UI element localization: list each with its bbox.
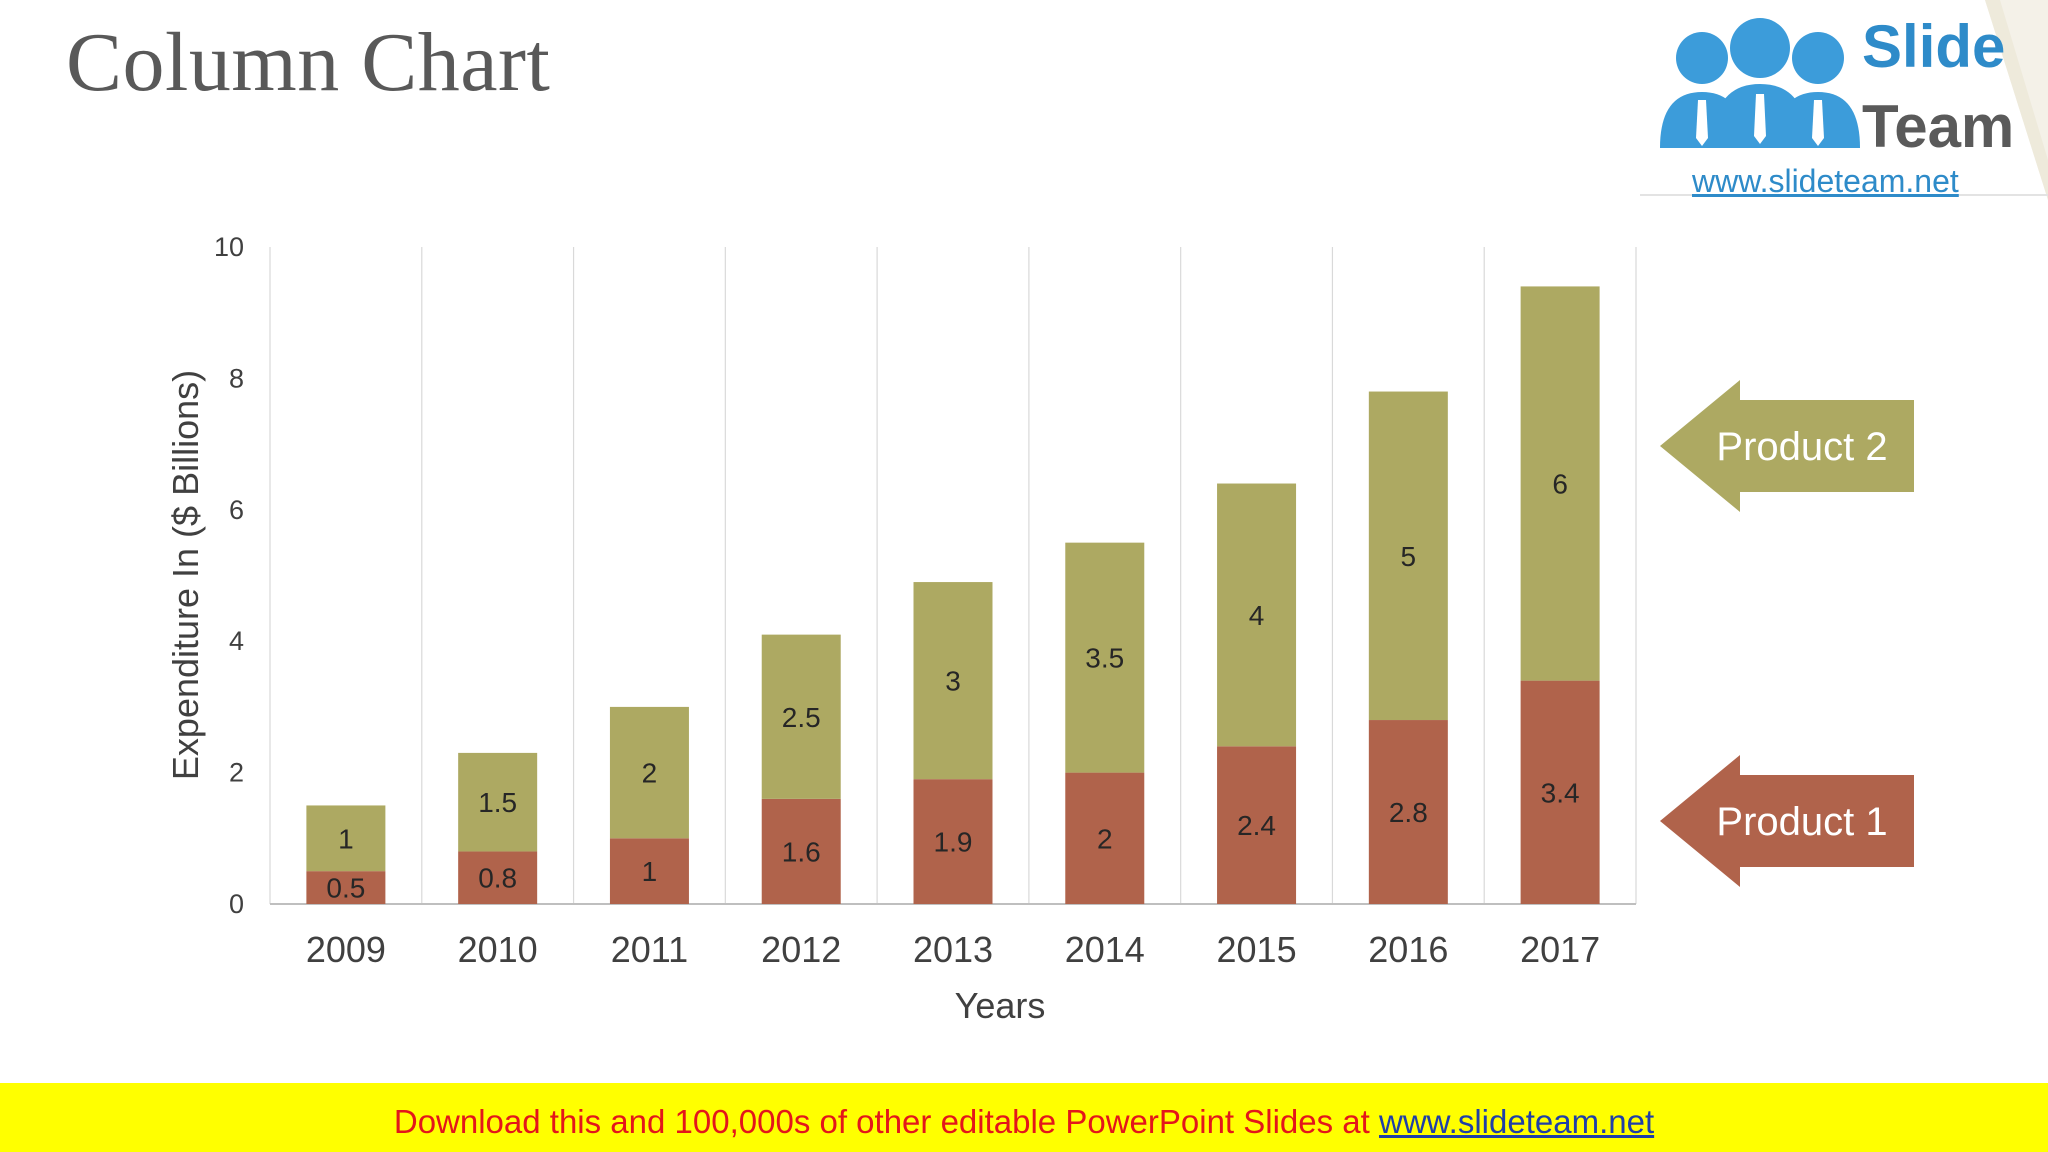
data-label: 2.4 <box>1237 810 1276 841</box>
y-tick-label: 8 <box>229 363 244 393</box>
legend-callouts: Product 2 Product 1 <box>1660 380 1914 887</box>
data-label: 3.5 <box>1085 643 1124 674</box>
x-tick-label: 2015 <box>1217 929 1297 970</box>
data-label: 2.5 <box>782 702 821 733</box>
logo-word-team: Team <box>1862 93 2015 160</box>
logo-word-slide: Slide <box>1862 13 2006 80</box>
y-tick-label: 2 <box>229 758 244 788</box>
data-label: 1 <box>642 856 658 887</box>
legend-arrow-product-2 <box>1660 380 1914 512</box>
x-tick-label: 2012 <box>761 929 841 970</box>
bar-product-2-2012 <box>761 634 841 799</box>
bar-product-2-2013 <box>913 582 993 780</box>
x-tick-labels: 2009 2010 2011 2012 2013 2014 2015 2016 2017 <box>306 929 1600 970</box>
legend-arrow-product-1 <box>1660 755 1914 887</box>
data-label: 6 <box>1552 469 1568 500</box>
legend-label-product-2: Product 2 <box>1716 425 1887 469</box>
bar-product-2-2016 <box>1368 391 1448 721</box>
data-label: 3 <box>945 666 961 697</box>
bar-product-2-2017 <box>1520 286 1600 681</box>
bar-product-1-2010 <box>458 851 538 904</box>
x-tick-label: 2017 <box>1520 929 1600 970</box>
data-label: 0.8 <box>478 863 517 894</box>
data-label: 1.6 <box>782 836 821 867</box>
bar-product-1-2014 <box>1065 772 1145 904</box>
data-label: 2.8 <box>1389 797 1428 828</box>
y-tick-label: 6 <box>229 495 244 525</box>
y-tick-labels: 0 2 4 6 8 10 <box>214 232 244 919</box>
x-tick-label: 2009 <box>306 929 386 970</box>
legend-label-product-1: Product 1 <box>1716 800 1887 844</box>
data-label: 4 <box>1249 600 1265 631</box>
y-tick-label: 4 <box>229 626 244 656</box>
y-tick-label: 0 <box>229 889 244 919</box>
bar-product-2-2011 <box>609 706 689 839</box>
x-tick-label: 2013 <box>913 929 993 970</box>
logo-people-icon <box>1640 0 2048 200</box>
bar-product-1-2009 <box>306 871 386 904</box>
bar-product-1-2015 <box>1217 746 1297 904</box>
data-labels: 0.5 1 0.8 1.5 1 2 1.6 2.5 1.9 3 2 3.5 2.4 4 2.8 5 3.4 6 <box>326 469 1579 904</box>
x-tick-label: 2014 <box>1065 929 1145 970</box>
bar-product-2-2009 <box>306 805 386 872</box>
data-label: 5 <box>1401 541 1417 572</box>
footer-link[interactable]: www.slideteam.net <box>1379 1103 1655 1140</box>
data-label: 0.5 <box>326 873 365 904</box>
data-label: 2 <box>1097 823 1113 854</box>
download-banner: Download this and 100,000s of other edit… <box>0 1083 2048 1152</box>
column-chart: 0 2 4 6 8 10 0.5 1 0.8 1.5 1 2 1.6 2.5 1.9 3 2 3.5 2.4 4 2.… <box>165 232 1914 1026</box>
bar-product-1-2013 <box>913 779 993 904</box>
bar-product-1-2011 <box>609 838 689 904</box>
footer-message: Download this and 100,000s of other edit… <box>393 1103 1379 1140</box>
data-label: 1.9 <box>934 827 973 858</box>
bar-product-1-2012 <box>761 798 841 904</box>
x-tick-label: 2010 <box>458 929 538 970</box>
gridlines <box>269 247 1637 904</box>
data-label: 2 <box>642 758 658 789</box>
logo-url-link[interactable]: www.slideteam.net <box>1692 163 1959 199</box>
slide-title: Column Chart <box>66 16 551 109</box>
x-tick-label: 2011 <box>611 929 688 970</box>
bar-product-2-2014 <box>1065 542 1145 773</box>
bar-product-1-2017 <box>1520 680 1600 904</box>
data-label: 1 <box>338 823 354 854</box>
data-label: 1.5 <box>478 787 517 818</box>
bar-product-1-2016 <box>1368 720 1448 904</box>
bars <box>306 286 1600 904</box>
x-axis-title: Years <box>955 985 1046 1026</box>
footer-text: Download this and 100,000s of other edit… <box>0 1103 2048 1141</box>
slideteam-logo[interactable]: Slide Team www.slideteam.net <box>1640 0 2048 200</box>
x-tick-label: 2016 <box>1368 929 1448 970</box>
bar-product-2-2015 <box>1217 483 1297 747</box>
data-label: 3.4 <box>1541 777 1580 808</box>
y-axis-title: Expenditure In ($ Billions) <box>165 370 206 780</box>
y-tick-label: 10 <box>214 232 244 262</box>
bar-product-2-2010 <box>458 752 538 852</box>
